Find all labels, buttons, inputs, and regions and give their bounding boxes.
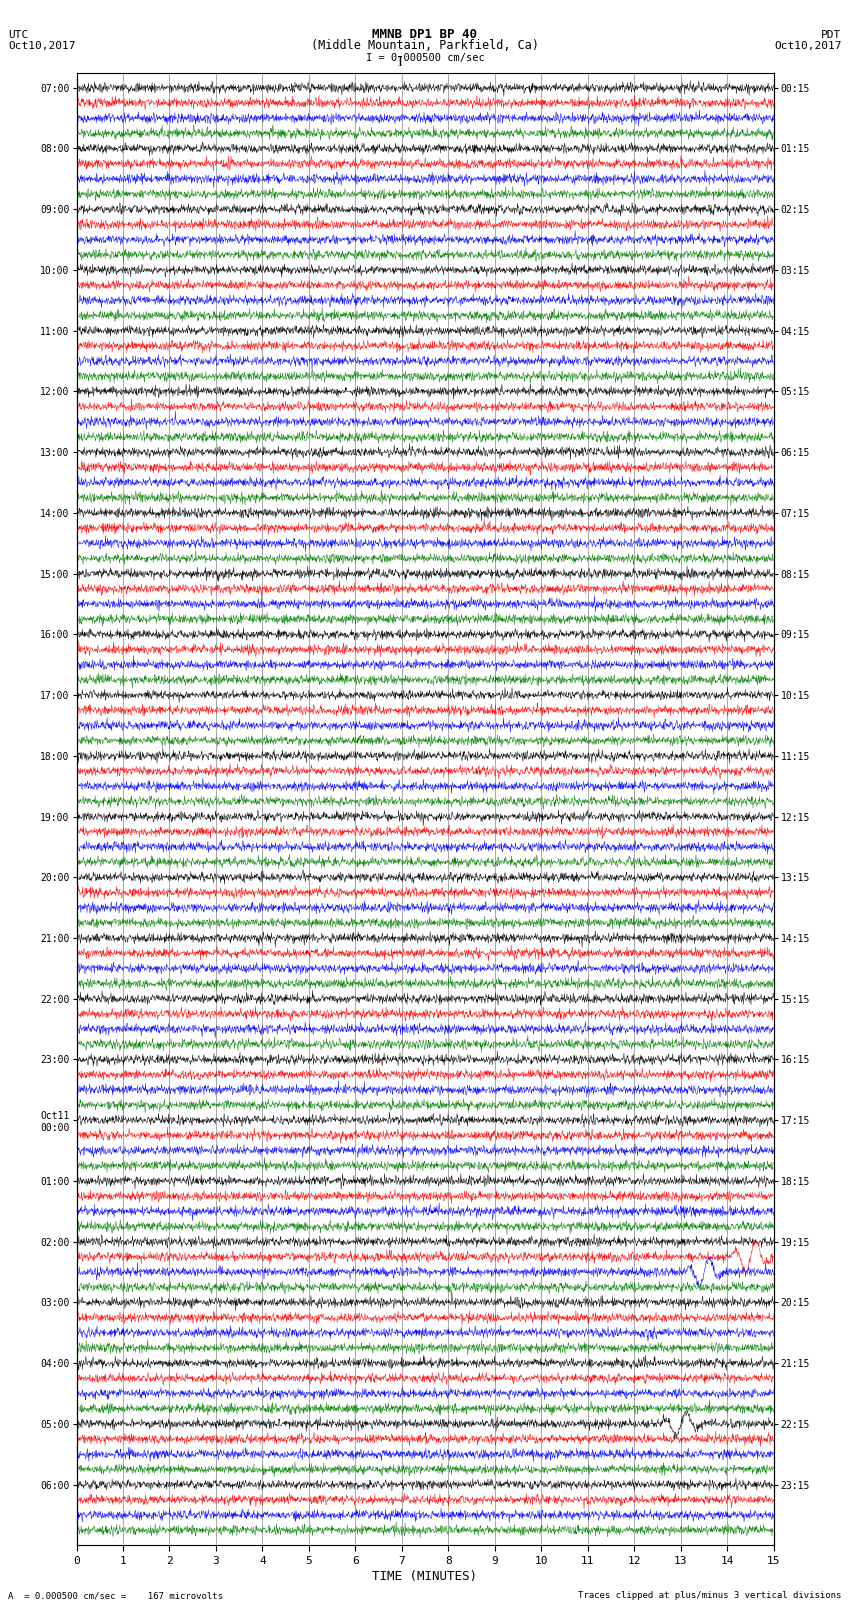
Text: I = 0.000500 cm/sec: I = 0.000500 cm/sec — [366, 53, 484, 63]
Text: A  = 0.000500 cm/sec =    167 microvolts: A = 0.000500 cm/sec = 167 microvolts — [8, 1590, 224, 1600]
Text: Oct10,2017: Oct10,2017 — [8, 40, 76, 52]
Text: UTC: UTC — [8, 29, 29, 40]
Text: Oct10,2017: Oct10,2017 — [774, 40, 842, 52]
X-axis label: TIME (MINUTES): TIME (MINUTES) — [372, 1569, 478, 1582]
Text: Traces clipped at plus/minus 3 vertical divisions: Traces clipped at plus/minus 3 vertical … — [578, 1590, 842, 1600]
Text: MMNB DP1 BP 40: MMNB DP1 BP 40 — [372, 27, 478, 42]
Text: PDT: PDT — [821, 29, 842, 40]
Text: (Middle Mountain, Parkfield, Ca): (Middle Mountain, Parkfield, Ca) — [311, 39, 539, 53]
